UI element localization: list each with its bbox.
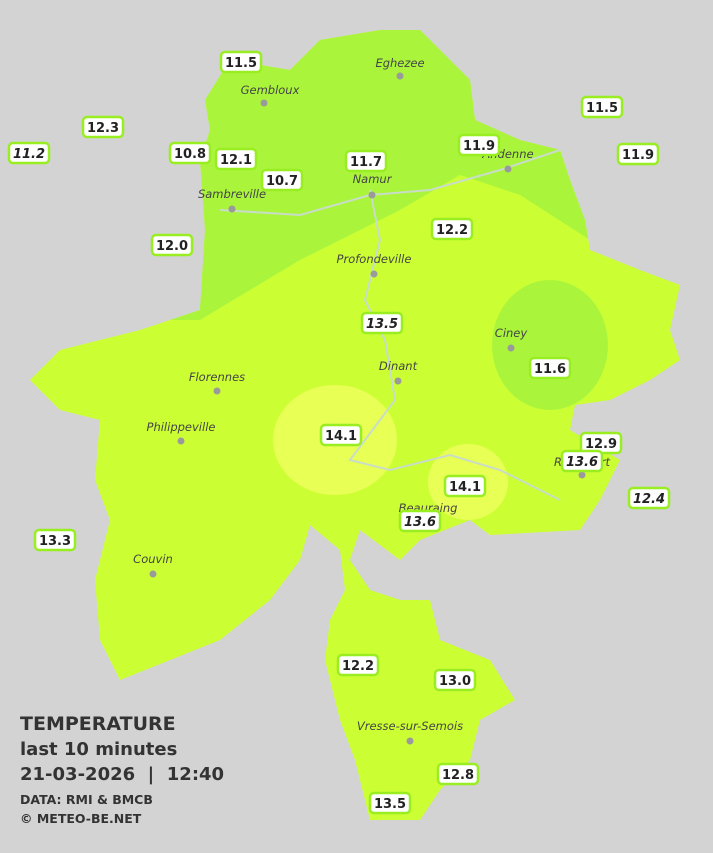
station-box	[430, 217, 474, 241]
city-label: Vresse-sur-Semois	[357, 719, 463, 733]
station-value: 14.1	[449, 480, 481, 495]
station-value: 13.0	[439, 674, 471, 689]
legend-credit: © METEO-BE.NET	[20, 811, 142, 826]
legend-source: DATA: RMI & BMCB	[20, 792, 153, 807]
city-dot	[370, 270, 378, 278]
station-value: 10.8	[174, 147, 206, 162]
legend-datetime: 21-03-2026 | 12:40	[20, 764, 224, 785]
station-box	[33, 528, 77, 552]
city-label: Couvin	[133, 552, 173, 566]
legend-subtitle: last 10 minutes	[20, 739, 177, 760]
city-dot	[177, 437, 185, 445]
station-box	[344, 149, 388, 173]
station-box	[168, 141, 212, 165]
city-label: Florennes	[189, 370, 245, 384]
station-box	[214, 147, 258, 171]
station-value: 12.9	[585, 437, 617, 452]
station-value: 10.7	[266, 174, 298, 189]
city-label: Dinant	[379, 359, 418, 373]
station-value: 12.8	[442, 768, 474, 783]
station-box	[433, 668, 477, 692]
station-value: 11.9	[463, 139, 495, 154]
city-dot	[406, 737, 414, 745]
station-box	[627, 486, 671, 510]
station-box	[457, 133, 501, 157]
station-box	[219, 50, 263, 74]
station-box	[360, 311, 404, 335]
city-label: Philippeville	[147, 420, 216, 434]
city-label: Ciney	[495, 326, 528, 340]
station-box	[260, 168, 304, 192]
city-label: Profondeville	[337, 252, 412, 266]
city-label: Namur	[353, 172, 393, 186]
city-dot	[578, 471, 586, 479]
station-box	[560, 449, 604, 473]
station-value: 12.2	[436, 223, 468, 238]
station-box	[336, 653, 380, 677]
station-box	[368, 791, 412, 815]
station-value: 12.0	[156, 239, 188, 254]
city-dot	[507, 344, 515, 352]
city-label: Sambreville	[198, 187, 266, 201]
station-box	[81, 115, 125, 139]
station-box	[436, 762, 480, 786]
city-dot	[213, 387, 221, 395]
station-value: 14.1	[325, 429, 357, 444]
station-box	[528, 356, 572, 380]
station-value: 12.4	[633, 492, 665, 507]
city-dot	[504, 165, 512, 173]
city-label: Gembloux	[241, 83, 300, 97]
city-dot	[228, 205, 236, 213]
station-box	[150, 233, 194, 257]
station-value: 13.6	[566, 455, 598, 470]
city-dot	[368, 191, 376, 199]
station-value: 13.5	[366, 317, 398, 332]
station-value: 13.3	[39, 534, 71, 549]
station-value: 13.6	[404, 515, 436, 530]
station-value: 12.1	[220, 153, 252, 168]
city-dot	[149, 570, 157, 578]
city-dot	[394, 377, 402, 385]
station-value: 11.7	[350, 155, 382, 170]
station-value: 11.6	[534, 362, 566, 377]
station-box	[398, 509, 442, 533]
city-dot	[396, 72, 404, 80]
station-value: 11.5	[586, 101, 618, 116]
station-box	[7, 141, 51, 165]
station-box	[319, 423, 363, 447]
station-value: 11.2	[13, 147, 45, 162]
station-box	[443, 474, 487, 498]
station-value: 11.5	[225, 56, 257, 71]
station-value: 12.3	[87, 121, 119, 136]
station-box	[580, 95, 624, 119]
city-dot	[260, 99, 268, 107]
station-value: 11.9	[622, 148, 654, 163]
station-value: 13.5	[374, 797, 406, 812]
station-box	[616, 142, 660, 166]
station-value: 12.2	[342, 659, 374, 674]
city-label: Eghezee	[375, 56, 424, 70]
legend-title: TEMPERATURE	[20, 713, 176, 735]
